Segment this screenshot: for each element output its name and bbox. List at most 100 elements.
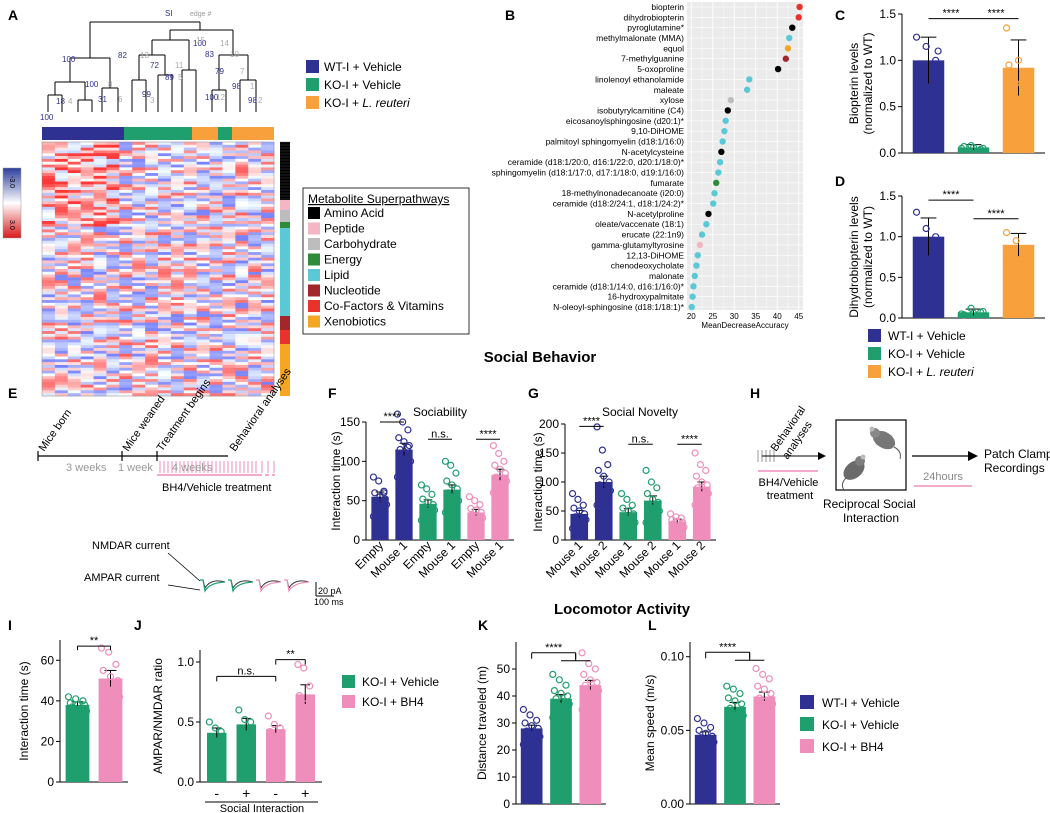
heatmap-cell <box>170 209 185 213</box>
heatmap-cell <box>248 181 262 185</box>
data-point <box>647 478 656 486</box>
heatmap-cell <box>235 158 249 163</box>
heatmap-cell <box>158 359 172 363</box>
data-point <box>451 504 459 513</box>
sig-label: **** <box>942 8 960 20</box>
heatmap-cell <box>93 263 107 267</box>
heatmap-cell <box>132 269 146 273</box>
heatmap-cell <box>235 221 249 225</box>
heatmap-cell <box>222 175 236 179</box>
heatmap-cell <box>183 336 197 340</box>
metabolite-label: 18-methylnonadecanoate (i20:0) <box>562 188 685 198</box>
heatmap-cell <box>209 350 223 354</box>
heatmap-cell <box>209 232 223 236</box>
heatmap-cell <box>132 195 146 199</box>
heatmap-cell <box>106 252 120 256</box>
heatmap-cell <box>132 201 146 205</box>
heatmap-cell <box>209 226 223 230</box>
heatmap-cell <box>209 221 223 225</box>
heatmap-cell <box>170 237 185 242</box>
heatmap-cell <box>42 325 56 329</box>
bootstrap-value: 3 <box>150 96 155 105</box>
data-point <box>710 738 718 746</box>
y-tick-label: 0.5 <box>879 270 896 284</box>
heatmap-cell <box>67 285 81 290</box>
metabolite-label: ceramide (d18:1/14:0, d16:1/16:0)* <box>553 281 685 291</box>
heatmap-cell <box>158 339 172 343</box>
heatmap-cell <box>222 269 236 273</box>
heatmap-cell <box>222 390 236 394</box>
heatmap-cell <box>235 297 249 301</box>
heatmap-cell <box>158 198 172 202</box>
heatmap-cell <box>170 147 185 151</box>
heatmap-cell <box>196 237 210 242</box>
heatmap-cell <box>170 302 185 306</box>
data-point <box>601 484 609 492</box>
heatmap-cell <box>248 144 262 148</box>
heatmap-cell <box>80 173 94 177</box>
data-point <box>653 484 661 492</box>
heatmap-cell <box>183 198 197 202</box>
heatmap-cell <box>222 362 236 366</box>
panel-h-schematic: Behavioral analyses BH4/Vehicle treatmen… <box>757 402 1050 525</box>
legend-label: KO-I + L. reuteri <box>324 96 410 110</box>
treatment-ticks <box>159 461 275 473</box>
heatmap-cell <box>235 189 249 194</box>
heatmap-cell <box>93 285 107 290</box>
data-point <box>588 684 596 692</box>
heatmap-cell <box>80 206 94 211</box>
data-point <box>443 477 451 485</box>
heatmap-cell <box>54 297 69 301</box>
bar <box>207 732 227 782</box>
superpathway-label: Lipid <box>324 268 349 282</box>
heatmap-cell <box>235 215 249 219</box>
heatmap-cell <box>261 254 275 259</box>
heatmap-cell <box>158 178 172 182</box>
heatmap-cell <box>248 266 262 270</box>
heatmap-cell <box>119 328 133 332</box>
heatmap-cell <box>93 384 107 388</box>
y-tick-label: 40 <box>41 694 55 708</box>
data-point <box>417 516 426 524</box>
heatmap-cell <box>42 173 56 177</box>
heatmap-cell <box>196 271 210 275</box>
heatmap-cell <box>248 322 262 326</box>
heatmap-cell <box>170 291 185 295</box>
heatmap-cell <box>145 328 159 332</box>
heatmap-cell <box>93 367 107 371</box>
heatmap-cell <box>93 322 107 326</box>
heatmap-cell <box>145 240 159 244</box>
heatmap-cell <box>158 170 172 174</box>
heatmap-cell <box>67 237 81 242</box>
heatmap-cell <box>132 167 146 171</box>
heatmap-cell <box>261 271 275 275</box>
h-behavioral-label: Behavioral analyses <box>769 402 822 462</box>
heatmap-cell <box>132 300 146 304</box>
heatmap-cell <box>196 342 210 346</box>
bootstrap-value: 15 <box>196 36 205 45</box>
bootstrap-value: 100 <box>193 39 207 48</box>
legend-swatch <box>868 347 881 360</box>
heatmap-cell <box>106 266 120 270</box>
heatmap-cell <box>67 339 81 343</box>
heatmap-cell <box>42 218 56 222</box>
heatmap-cell <box>209 263 223 267</box>
heatmap-cell <box>222 266 236 270</box>
heatmap-cell <box>183 232 197 236</box>
data-point <box>621 521 630 530</box>
data-point <box>400 438 408 446</box>
heatmap-cell <box>183 362 197 366</box>
metabolite-point <box>719 138 726 145</box>
heatmap-cell <box>170 311 185 315</box>
heatmap-cell <box>106 156 120 160</box>
data-point <box>604 461 612 469</box>
heatmap-cell <box>196 297 210 301</box>
heatmap-cell <box>261 167 275 171</box>
data-point <box>550 686 559 695</box>
heatmap-cell <box>183 187 197 191</box>
heatmap-cell <box>222 308 236 312</box>
heatmap-cell <box>209 178 223 182</box>
heatmap-cell <box>132 156 146 160</box>
heatmap-cell <box>235 266 249 270</box>
